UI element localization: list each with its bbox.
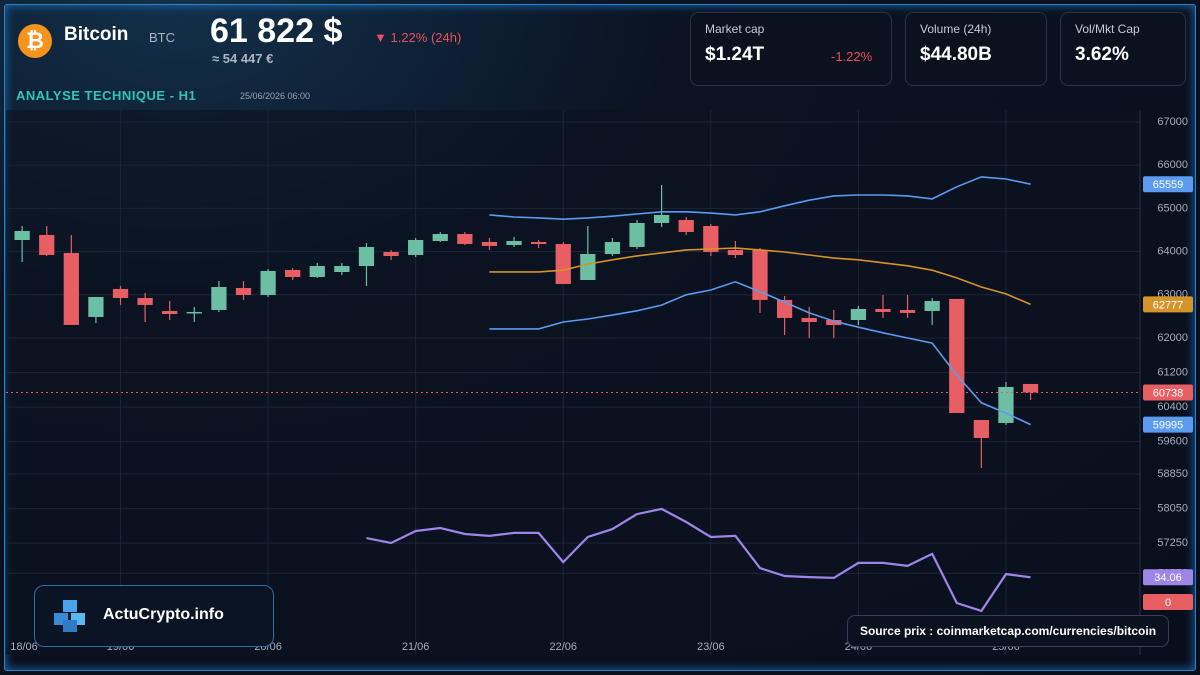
candle-body — [678, 220, 694, 232]
candle-body — [580, 253, 596, 281]
x-tick-label: 18/06 — [10, 641, 38, 653]
y-tick-label: 60400 — [1157, 401, 1188, 413]
candle-body — [63, 253, 79, 325]
card-value: $44.80B — [920, 44, 992, 65]
candle-body — [408, 240, 424, 255]
candle-body — [260, 270, 276, 295]
candle-body — [285, 269, 301, 277]
y-tick-label: 61200 — [1157, 366, 1188, 378]
candle-body — [14, 230, 30, 241]
price: 61 822 $ — [210, 12, 343, 50]
coin-name: Bitcoin — [64, 24, 129, 45]
candle-body — [604, 241, 621, 254]
brand-name: ActuCrypto.info — [103, 606, 224, 623]
candle-body — [801, 317, 817, 322]
y-tick-label: 58050 — [1157, 502, 1188, 514]
candle-body — [826, 319, 842, 325]
price-tag — [1143, 176, 1193, 193]
price-tag — [1143, 569, 1193, 586]
price-tag-label: 60738 — [1153, 387, 1184, 399]
candle-body — [112, 288, 129, 298]
candle-body — [924, 300, 940, 311]
price-tag-label: 59995 — [1153, 419, 1184, 431]
price-tag-label: 65559 — [1153, 179, 1184, 191]
candle-body — [998, 386, 1014, 423]
candle-body — [899, 309, 916, 313]
candle-body — [39, 234, 55, 255]
line-series — [366, 507, 1031, 613]
y-tick-label: 65000 — [1157, 202, 1188, 214]
price-tag — [1143, 416, 1193, 433]
candle-body — [432, 234, 448, 241]
card-change: -1.22% — [831, 49, 873, 64]
card-value: 3.62% — [1075, 44, 1129, 65]
y-tick-label: 57250 — [1157, 537, 1188, 549]
candle-body — [973, 419, 989, 438]
x-tick-label: 22/06 — [549, 641, 577, 653]
candle-body — [334, 266, 350, 273]
card-label: Volume (24h) — [920, 22, 992, 36]
candle-body — [850, 308, 867, 320]
candle-body — [555, 243, 571, 284]
card-label: Market cap — [705, 22, 765, 36]
candle-body — [653, 214, 670, 223]
y-tick-label: 62000 — [1157, 332, 1188, 344]
x-tick-label: 21/06 — [402, 641, 430, 653]
price-change: ▼ 1.22% (24h) — [374, 30, 462, 45]
candle-body — [88, 296, 104, 317]
x-tick-label: 23/06 — [697, 641, 725, 653]
line-series — [489, 280, 1031, 426]
candle-body — [531, 241, 547, 244]
y-tick-label: 59600 — [1157, 436, 1188, 448]
candle-body — [481, 241, 498, 246]
price-eur: ≈ 54 447 € — [212, 51, 274, 66]
candle-body — [949, 298, 965, 413]
frame — [4, 4, 1196, 671]
price-tag — [1143, 296, 1193, 313]
price-tag — [1143, 384, 1193, 401]
candle-body — [629, 222, 645, 248]
candle-body — [162, 310, 178, 314]
candle-body — [186, 311, 202, 314]
timestamp: 25/06/2026 06:00 — [240, 91, 311, 101]
stat-card: Market cap $1.24T -1.22% — [690, 12, 892, 86]
stat-card: Volume (24h) $44.80B — [905, 12, 1047, 86]
candle-body — [875, 308, 891, 312]
candle-body — [309, 266, 325, 277]
y-tick-label: 64000 — [1157, 245, 1188, 257]
line-series — [489, 176, 1031, 221]
candle-body — [383, 252, 399, 256]
stat-card: Vol/Mkt Cap 3.62% — [1060, 12, 1186, 86]
y-tick-label: 67000 — [1157, 116, 1188, 128]
price-tag-label: 62777 — [1153, 299, 1184, 311]
source: Source prix : coinmarketcap.com/currenci… — [847, 615, 1169, 647]
card-value: $1.24T — [705, 44, 765, 65]
section-label: ANALYSE TECHNIQUE - H1 — [16, 88, 197, 103]
line-series — [489, 247, 1031, 306]
candle-body — [358, 247, 375, 267]
candle-body — [235, 287, 252, 295]
ticker: BTC — [149, 30, 175, 45]
card-label: Vol/Mkt Cap — [1075, 22, 1140, 36]
candle-body — [727, 249, 744, 255]
candle-body — [506, 240, 522, 245]
price-tag — [1143, 594, 1193, 610]
candle-body — [211, 286, 227, 310]
candle-body — [137, 297, 153, 305]
candle-body — [1022, 383, 1039, 393]
btc-icon: ₿ — [18, 24, 52, 58]
price-tag-label: 0 — [1165, 597, 1171, 609]
y-tick-label: 58850 — [1157, 468, 1188, 480]
price-tag-label: 34.06 — [1154, 572, 1182, 584]
candle-body — [457, 234, 473, 244]
brand-box: ActuCrypto.info — [34, 585, 274, 647]
candle-body — [703, 225, 719, 253]
brand-icon — [54, 600, 85, 632]
y-tick-label: 66000 — [1157, 159, 1188, 171]
candle-body — [752, 249, 768, 300]
